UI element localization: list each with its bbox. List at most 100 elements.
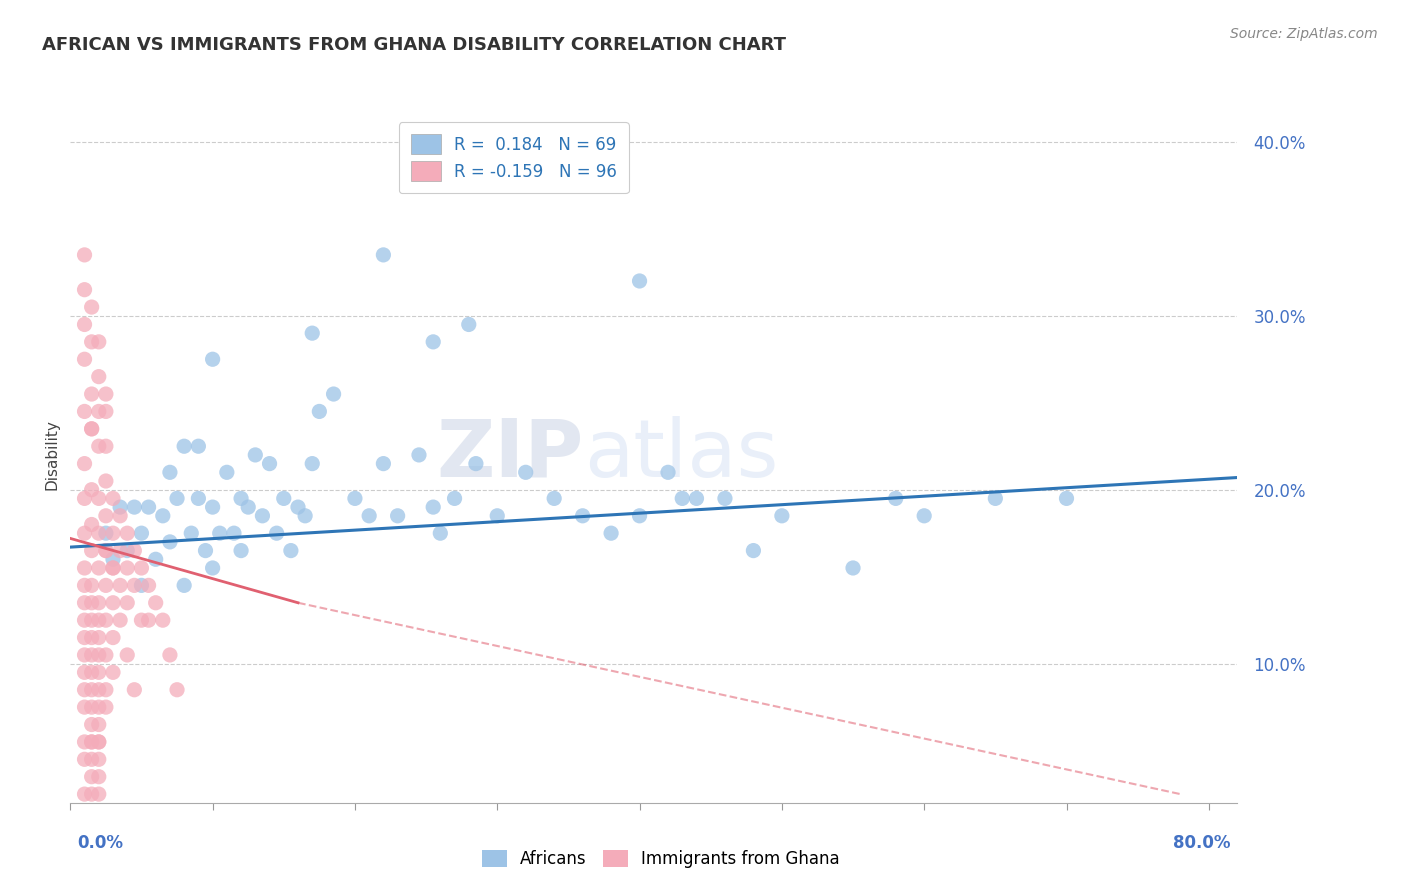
Point xyxy=(108,508,131,523)
Point xyxy=(80,387,103,401)
Point xyxy=(80,631,103,645)
Point xyxy=(80,422,103,436)
Point xyxy=(294,508,316,523)
Point xyxy=(73,457,96,471)
Point xyxy=(87,735,110,749)
Point xyxy=(87,526,110,541)
Point xyxy=(443,491,465,506)
Point xyxy=(515,466,537,480)
Point xyxy=(101,552,124,566)
Point xyxy=(87,752,110,766)
Point xyxy=(80,735,103,749)
Point xyxy=(173,439,195,453)
Point xyxy=(115,561,138,575)
Point xyxy=(187,491,209,506)
Point xyxy=(80,805,103,819)
Point xyxy=(208,526,231,541)
Point xyxy=(80,735,103,749)
Point xyxy=(124,500,146,514)
Point xyxy=(101,561,124,575)
Point xyxy=(73,578,96,592)
Legend: Africans, Immigrants from Ghana: Africans, Immigrants from Ghana xyxy=(475,843,846,875)
Point xyxy=(87,700,110,714)
Point xyxy=(80,517,103,532)
Point xyxy=(222,526,245,541)
Point xyxy=(87,613,110,627)
Point xyxy=(94,526,117,541)
Point xyxy=(73,648,96,662)
Point xyxy=(73,561,96,575)
Point xyxy=(343,491,366,506)
Point xyxy=(101,665,124,680)
Point xyxy=(600,526,623,541)
Point xyxy=(259,457,281,471)
Legend: R =  0.184   N = 69, R = -0.159   N = 96: R = 0.184 N = 69, R = -0.159 N = 96 xyxy=(399,122,628,193)
Point xyxy=(322,387,344,401)
Point xyxy=(94,700,117,714)
Point xyxy=(94,439,117,453)
Point xyxy=(73,404,96,418)
Point xyxy=(422,500,444,514)
Point xyxy=(80,682,103,697)
Point xyxy=(80,770,103,784)
Point xyxy=(80,300,103,314)
Point xyxy=(187,439,209,453)
Point xyxy=(671,491,693,506)
Point xyxy=(94,474,117,488)
Point xyxy=(73,682,96,697)
Point xyxy=(73,665,96,680)
Point xyxy=(108,543,131,558)
Point xyxy=(373,457,395,471)
Point xyxy=(87,439,110,453)
Point xyxy=(180,526,202,541)
Point xyxy=(571,508,593,523)
Point xyxy=(94,682,117,697)
Point xyxy=(287,500,309,514)
Point xyxy=(685,491,707,506)
Point xyxy=(80,787,103,801)
Point xyxy=(87,404,110,418)
Point xyxy=(108,500,131,514)
Point xyxy=(87,648,110,662)
Point xyxy=(884,491,907,506)
Point xyxy=(173,578,195,592)
Point xyxy=(115,526,138,541)
Point xyxy=(80,700,103,714)
Point xyxy=(73,700,96,714)
Point xyxy=(94,648,117,662)
Point xyxy=(145,596,167,610)
Point xyxy=(238,500,260,514)
Point xyxy=(912,508,935,523)
Point xyxy=(373,248,395,262)
Point xyxy=(280,543,302,558)
Point xyxy=(73,318,96,332)
Point xyxy=(94,387,117,401)
Point xyxy=(73,631,96,645)
Point xyxy=(201,500,224,514)
Point xyxy=(101,491,124,506)
Point xyxy=(80,752,103,766)
Text: 80.0%: 80.0% xyxy=(1173,834,1230,852)
Point xyxy=(73,526,96,541)
Point xyxy=(628,508,651,523)
Point xyxy=(115,648,138,662)
Point xyxy=(94,613,117,627)
Point xyxy=(80,596,103,610)
Text: atlas: atlas xyxy=(583,416,778,494)
Point xyxy=(80,613,103,627)
Point xyxy=(266,526,288,541)
Point xyxy=(408,448,430,462)
Point xyxy=(73,352,96,367)
Point xyxy=(1056,491,1078,506)
Point xyxy=(94,543,117,558)
Point xyxy=(159,534,181,549)
Point xyxy=(159,648,181,662)
Point xyxy=(464,457,486,471)
Point xyxy=(657,466,679,480)
Point xyxy=(124,543,146,558)
Point xyxy=(101,596,124,610)
Point xyxy=(308,404,330,418)
Text: ZIP: ZIP xyxy=(436,416,583,494)
Point xyxy=(115,543,138,558)
Point xyxy=(101,561,124,575)
